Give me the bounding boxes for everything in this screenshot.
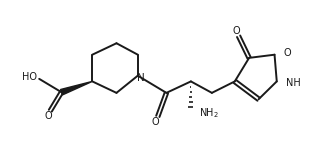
Text: NH$_2$: NH$_2$ <box>199 106 219 120</box>
Text: O: O <box>232 26 240 35</box>
Text: O: O <box>45 111 52 121</box>
Polygon shape <box>60 81 92 95</box>
Text: O: O <box>152 117 159 127</box>
Text: HO: HO <box>22 72 37 82</box>
Text: NH: NH <box>286 78 301 88</box>
Text: N: N <box>137 73 145 83</box>
Text: O: O <box>284 48 291 58</box>
